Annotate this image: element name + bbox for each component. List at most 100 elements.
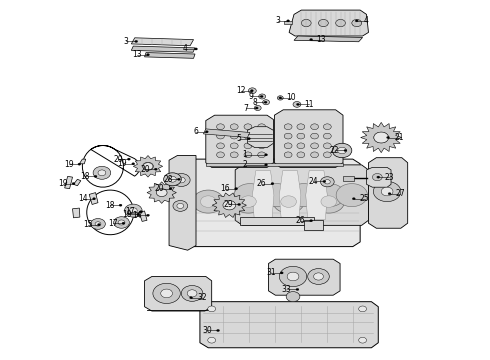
Text: 20: 20 [155, 184, 165, 193]
Circle shape [217, 329, 220, 332]
Circle shape [281, 196, 296, 207]
Polygon shape [74, 179, 81, 186]
Circle shape [287, 272, 299, 281]
Circle shape [372, 174, 382, 181]
Circle shape [297, 143, 305, 149]
Circle shape [127, 158, 130, 160]
Polygon shape [200, 302, 378, 348]
Polygon shape [240, 217, 314, 225]
Circle shape [374, 132, 389, 143]
Polygon shape [65, 176, 73, 189]
Circle shape [265, 154, 268, 156]
Text: 20: 20 [113, 155, 123, 163]
Circle shape [177, 178, 180, 180]
Circle shape [258, 152, 266, 158]
Circle shape [338, 147, 346, 154]
Circle shape [205, 131, 208, 133]
Circle shape [374, 132, 389, 143]
Circle shape [359, 337, 367, 343]
Circle shape [254, 105, 261, 111]
Circle shape [233, 190, 264, 213]
Circle shape [273, 190, 304, 213]
Circle shape [296, 103, 299, 105]
Circle shape [301, 19, 311, 27]
Polygon shape [247, 127, 273, 148]
Circle shape [323, 143, 331, 149]
Circle shape [98, 170, 106, 176]
Circle shape [156, 189, 167, 197]
Circle shape [247, 138, 250, 140]
Circle shape [261, 184, 293, 207]
Circle shape [259, 94, 266, 99]
Circle shape [260, 95, 263, 98]
Text: 29: 29 [223, 200, 233, 209]
Circle shape [258, 143, 266, 149]
Polygon shape [279, 171, 301, 220]
Text: 30: 30 [202, 326, 212, 335]
Circle shape [200, 196, 216, 207]
Circle shape [244, 124, 252, 130]
Circle shape [284, 124, 292, 130]
Circle shape [140, 211, 143, 213]
Circle shape [258, 124, 266, 130]
Circle shape [129, 208, 137, 213]
Polygon shape [131, 46, 195, 52]
Circle shape [359, 306, 367, 312]
Text: 26: 26 [295, 216, 305, 225]
Circle shape [114, 217, 129, 228]
Polygon shape [147, 182, 176, 203]
Text: 26: 26 [257, 179, 267, 188]
Circle shape [279, 97, 282, 99]
Circle shape [310, 39, 313, 41]
Circle shape [284, 143, 292, 149]
Circle shape [308, 269, 329, 284]
Circle shape [265, 164, 268, 166]
Text: 33: 33 [282, 285, 292, 294]
Circle shape [271, 183, 274, 185]
Text: 5: 5 [236, 134, 241, 143]
Circle shape [230, 143, 238, 149]
Circle shape [332, 143, 352, 158]
Circle shape [190, 297, 193, 299]
Text: 12: 12 [236, 86, 246, 95]
Circle shape [238, 203, 241, 206]
Circle shape [234, 184, 266, 207]
Polygon shape [304, 220, 323, 230]
Text: 19: 19 [64, 160, 74, 168]
Text: 11: 11 [304, 100, 314, 109]
Text: 27: 27 [395, 189, 405, 198]
Circle shape [324, 180, 330, 184]
Circle shape [388, 193, 391, 195]
Circle shape [297, 133, 305, 139]
Circle shape [318, 19, 328, 27]
Polygon shape [206, 115, 273, 167]
Circle shape [244, 152, 252, 158]
Text: 4: 4 [183, 45, 188, 54]
Circle shape [169, 188, 172, 190]
Circle shape [352, 19, 362, 27]
Circle shape [173, 201, 188, 211]
Circle shape [310, 220, 313, 222]
Circle shape [72, 183, 75, 185]
Text: 32: 32 [197, 293, 207, 302]
Text: 18: 18 [80, 172, 90, 181]
Text: 3: 3 [123, 37, 128, 46]
Circle shape [122, 222, 125, 224]
Circle shape [217, 124, 224, 130]
Polygon shape [368, 158, 408, 228]
Circle shape [250, 90, 253, 92]
Text: 7: 7 [244, 104, 248, 113]
Circle shape [311, 124, 319, 130]
Circle shape [154, 168, 157, 170]
Polygon shape [252, 171, 274, 220]
Circle shape [284, 152, 292, 158]
Circle shape [314, 184, 345, 207]
Polygon shape [361, 122, 402, 153]
Circle shape [296, 288, 299, 291]
Text: 9: 9 [248, 92, 253, 101]
Circle shape [143, 162, 153, 170]
Text: 17: 17 [108, 219, 118, 228]
Circle shape [288, 184, 319, 207]
Text: 24: 24 [309, 177, 318, 186]
Circle shape [280, 272, 283, 274]
